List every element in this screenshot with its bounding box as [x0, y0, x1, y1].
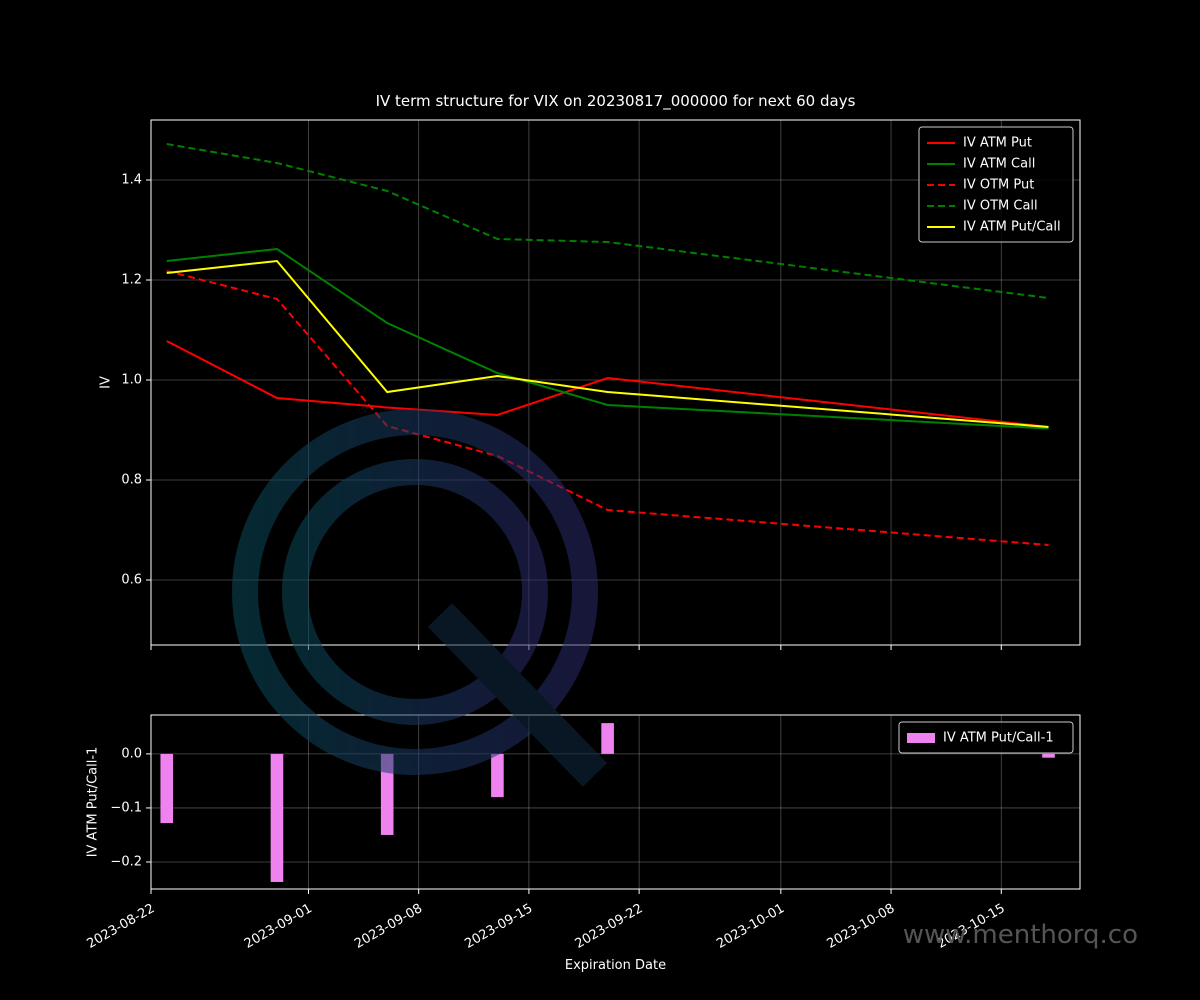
series-line	[166, 143, 1049, 299]
bar	[601, 723, 614, 754]
x-tick-label: 2023-10-08	[825, 901, 898, 952]
x-axis-label: Expiration Date	[565, 958, 666, 973]
plot-area	[160, 723, 1055, 882]
axes-frame	[150, 714, 1081, 890]
legend-label: IV ATM Put/Call-1	[943, 731, 1054, 746]
legend-swatch	[907, 733, 935, 743]
series-line	[166, 340, 1049, 428]
y-tick-label: 1.4	[121, 173, 142, 188]
x-tick-label: 2023-09-15	[462, 901, 535, 952]
y-tick-label: 1.2	[121, 273, 142, 288]
legend-label: IV ATM Call	[963, 157, 1035, 172]
y-tick-label: −0.2	[110, 854, 142, 869]
bar	[160, 753, 174, 824]
series-line	[166, 270, 1049, 546]
series-line	[166, 247, 1049, 430]
legend-label: IV OTM Call	[963, 199, 1038, 214]
axes-frame	[150, 119, 1081, 646]
legend-box	[898, 721, 1074, 754]
legend-label: IV OTM Put	[963, 178, 1034, 193]
bar	[270, 753, 284, 882]
bar	[1042, 753, 1055, 758]
y-axis-label: IV ATM Put/Call-1	[86, 747, 101, 858]
y-tick-label: 0.6	[121, 573, 142, 588]
chart-title: IV term structure for VIX on 20230817_00…	[376, 92, 856, 111]
series-line	[166, 259, 1049, 428]
bar	[491, 753, 504, 798]
x-tick-label: 2023-08-22	[84, 901, 157, 952]
plot-layer: 0.6 0.8 1.0 1.2 1.4 IV term structure for VIX…	[84, 92, 1081, 973]
y-tick-label: 0.8	[121, 473, 142, 488]
y-axis-label: IV	[99, 376, 114, 389]
x-tick-label: 2023-09-01	[242, 901, 315, 952]
y-tick-label: 1.0	[121, 373, 142, 388]
legend-label: IV ATM Put	[963, 136, 1032, 151]
watermark-logo	[232, 409, 608, 787]
y-tick-label: 0.0	[121, 746, 142, 761]
bar	[380, 753, 394, 835]
y-tick-label: −0.1	[110, 800, 142, 815]
legend-label: IV ATM Put/Call	[963, 220, 1061, 235]
x-tick-label: 2023-09-08	[352, 901, 425, 952]
watermark-text: www.menthorq.co	[903, 920, 1138, 950]
x-tick-label: 2023-10-01	[714, 901, 787, 952]
x-tick-label: 2023-09-22	[573, 901, 646, 952]
legend-box	[918, 126, 1074, 243]
